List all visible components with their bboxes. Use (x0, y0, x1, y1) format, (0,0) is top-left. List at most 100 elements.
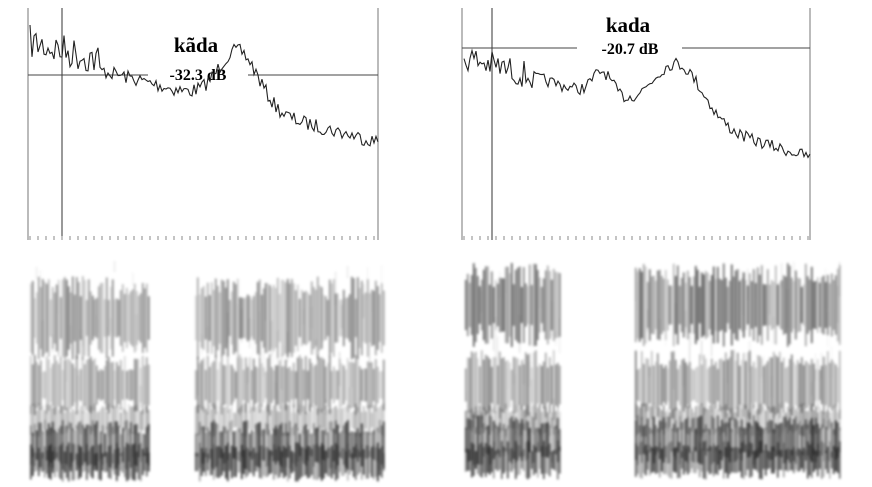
spectro-streak (319, 446, 321, 478)
spectro-streak (549, 357, 551, 413)
spectro-streak (507, 409, 509, 431)
spectro-streak (687, 445, 689, 475)
spectro-streak (819, 369, 821, 401)
spectro-streak (128, 294, 130, 342)
spectro-streak (359, 397, 361, 437)
spectro-streak (92, 295, 94, 341)
spectro-streak (138, 444, 140, 480)
spectro-streak (541, 423, 543, 457)
spectro-streak (733, 276, 735, 334)
spectro-streak (479, 415, 481, 465)
spectro-streak (217, 446, 219, 478)
spectro-streak (781, 422, 783, 458)
spectro-streak (691, 408, 693, 432)
spectro-streak (681, 359, 683, 411)
spectro-streak (675, 407, 677, 433)
spectro-streak (203, 426, 205, 464)
spectro-streak (361, 369, 363, 401)
spectro-streak (537, 427, 539, 453)
spectro-streak (96, 412, 98, 428)
spectro-streak (465, 448, 467, 472)
spectro-streak (299, 298, 301, 338)
spectro-streak (791, 449, 793, 471)
spectro-streak (70, 412, 72, 428)
spectro-streak (781, 407, 783, 433)
spectro-streak (231, 420, 233, 470)
spectro-streak (515, 441, 517, 479)
spectro-streak (643, 264, 644, 282)
spectro-streak (545, 352, 547, 418)
spectro-streak (138, 407, 140, 436)
spectro-streak (639, 368, 641, 402)
spectro-streak (307, 370, 309, 400)
spectro-streak (88, 358, 90, 412)
spectro-streak (651, 429, 653, 451)
spectro-streak (471, 275, 473, 335)
spectro-streak (221, 380, 222, 402)
spectro-streak (749, 273, 751, 337)
spectro-streak (257, 281, 259, 355)
spectro-streak (100, 369, 102, 401)
spectro-streak (821, 352, 823, 380)
spectro-streak (803, 284, 805, 326)
spectro-streak (112, 279, 114, 357)
spectro-streak (555, 331, 557, 346)
spectro-streak (813, 410, 815, 430)
spectro-streak (371, 412, 373, 428)
spectro-streak (265, 406, 267, 434)
spectro-streak (665, 446, 667, 474)
spectro-streak (371, 431, 373, 459)
spectro-streak (249, 357, 251, 413)
spectro-streak (313, 444, 315, 480)
spectro-streak (321, 408, 323, 432)
spectro-streak (559, 273, 561, 337)
spectro-streak (777, 442, 779, 478)
spectro-streak (665, 334, 666, 346)
spectro-streak (743, 440, 745, 480)
spectro-streak (201, 288, 203, 348)
spectro-streak (277, 445, 279, 479)
spectro-streak (265, 283, 267, 321)
spectro-streak (657, 407, 659, 433)
spectro-streak (685, 282, 687, 328)
spectro-streak (823, 412, 825, 428)
spectro-streak (104, 433, 106, 457)
spectro-streak (637, 405, 639, 435)
spectro-streak (329, 279, 331, 357)
spectro-streak (765, 427, 767, 453)
spectro-streak (729, 408, 731, 432)
spectro-streak (221, 403, 223, 437)
spectro-streak (485, 266, 487, 344)
spectro-streak (319, 425, 321, 465)
spectro-streak (377, 442, 379, 482)
spectro-streak (487, 356, 489, 414)
spectro-streak (659, 407, 661, 433)
spectro-streak (737, 420, 739, 460)
spectro-streak (505, 428, 507, 452)
spectro-streak (38, 447, 40, 477)
spectro-streak (90, 447, 92, 477)
spectro-streak (653, 416, 655, 464)
spectro-streak (789, 417, 791, 463)
spectro-streak (369, 293, 371, 343)
spectro-streak (661, 364, 663, 406)
spectro-streak (835, 420, 837, 460)
spectro-streak (42, 431, 44, 459)
spectro-streak (317, 276, 319, 360)
spectro-streak (763, 450, 765, 470)
spectro-streak (713, 266, 715, 344)
spectro-streak (327, 431, 329, 459)
spectro-streak (827, 410, 829, 430)
spectro-streak (725, 277, 727, 333)
spectro-streak (108, 422, 110, 468)
spectro-streak (793, 281, 795, 329)
spectro-streak (279, 411, 281, 429)
spectro-streak (307, 412, 309, 428)
spectro-streak (651, 447, 653, 473)
spectro-streak (331, 370, 333, 400)
spectro-streak (639, 407, 641, 433)
spectro-streak (255, 366, 257, 404)
spectro-streak (42, 279, 44, 357)
spectro-streak (311, 362, 313, 408)
spectro-streak (249, 433, 251, 457)
